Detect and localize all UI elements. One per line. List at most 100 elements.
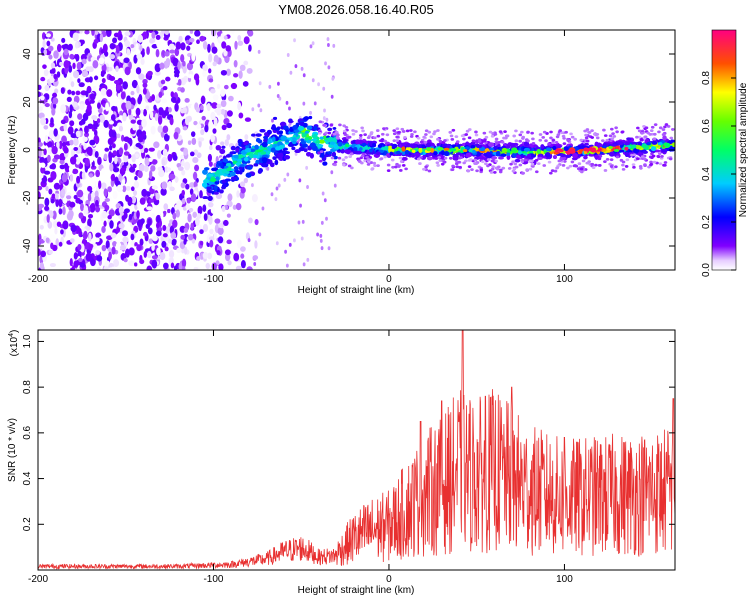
noise-speckle [115, 242, 122, 250]
ridge-cell [584, 142, 589, 146]
ridge-cell [514, 159, 521, 163]
ridge-halo [590, 162, 595, 166]
ridge-cell [211, 167, 217, 172]
noise-speckle [202, 40, 208, 50]
ridge-cell [291, 146, 296, 151]
ridge-cell [243, 141, 248, 145]
noise-speckle [38, 112, 45, 119]
noise-speckle [109, 163, 114, 172]
ridge-halo [569, 132, 573, 136]
ridge-halo [383, 139, 388, 143]
noise-speckle [207, 43, 211, 53]
noise-speckle [213, 231, 217, 240]
noise-speckle [189, 182, 196, 188]
ridge-halo [653, 123, 658, 127]
ridge-halo [429, 135, 434, 139]
ridge-cell [375, 151, 381, 155]
ridge-cell [337, 141, 343, 147]
noise-speckle [95, 249, 101, 255]
ridge-cell [372, 143, 377, 148]
colorbar-tick-label: 0.2 [701, 215, 712, 229]
ridge-halo [658, 126, 663, 130]
noise-speckle [174, 103, 179, 112]
ridge-halo [609, 165, 614, 168]
noise-speckle [288, 106, 291, 111]
noise-speckle [223, 84, 229, 90]
ridge-halo [551, 141, 555, 144]
noise-speckle [325, 216, 328, 221]
noise-speckle [266, 166, 270, 171]
noise-speckle [61, 37, 66, 43]
ridge-halo [500, 140, 505, 144]
ridge-halo [551, 138, 556, 142]
noise-speckle [66, 96, 72, 103]
noise-speckle [170, 91, 175, 98]
ridge-halo [369, 132, 374, 136]
noise-speckle [151, 259, 158, 269]
ridge-halo [317, 151, 321, 155]
noise-speckle [51, 145, 58, 155]
ridge-cell [364, 144, 368, 150]
ridge-cell [263, 138, 268, 143]
ridge-cell [207, 195, 213, 201]
ridge-halo [612, 134, 617, 138]
noise-speckle [163, 262, 169, 270]
noise-speckle [107, 214, 112, 220]
noise-speckle [198, 137, 205, 142]
noise-speckle [223, 117, 230, 125]
noise-speckle [163, 203, 169, 211]
noise-speckle [45, 33, 51, 38]
ridge-halo [467, 136, 472, 140]
ridge-cell [452, 156, 459, 161]
noise-speckle [331, 76, 335, 81]
noise-speckle [88, 76, 93, 83]
noise-speckle [162, 148, 168, 157]
noise-speckle [125, 100, 132, 110]
noise-speckle [40, 250, 47, 258]
ridge-cell [221, 145, 226, 149]
noise-speckle [123, 153, 129, 163]
ridge-cell [383, 145, 389, 151]
noise-speckle [208, 236, 215, 241]
noise-speckle [237, 40, 244, 46]
noise-speckle [220, 69, 228, 76]
ridge-halo [490, 134, 495, 138]
spectrogram-y-label: Frequency (Hz) [7, 116, 18, 185]
noise-speckle [275, 241, 279, 246]
noise-speckle [120, 58, 124, 63]
ridge-cell [427, 156, 433, 161]
ridge-halo [668, 157, 673, 161]
ridge-cell [618, 149, 625, 153]
noise-speckle [240, 186, 246, 194]
noise-speckle [183, 227, 189, 233]
y-tick-label: 0.2 [22, 517, 33, 531]
noise-speckle [143, 147, 149, 153]
ridge-halo [475, 169, 479, 173]
ridge-halo [397, 165, 401, 168]
ridge-cell [389, 151, 394, 156]
ridge-cell [253, 163, 259, 167]
noise-speckle [193, 120, 198, 126]
ridge-cell [315, 139, 320, 144]
noise-speckle [118, 125, 124, 132]
ridge-halo [514, 165, 519, 169]
noise-speckle [164, 51, 170, 57]
ridge-cell [506, 145, 511, 149]
noise-speckle [319, 233, 323, 238]
noise-speckle [93, 85, 97, 92]
ridge-cell [279, 130, 283, 135]
noise-speckle [293, 38, 296, 43]
noise-speckle [61, 67, 66, 75]
noise-speckle [167, 208, 171, 214]
noise-speckle [39, 174, 44, 179]
ridge-cell [608, 145, 614, 149]
ridge-cell [501, 147, 508, 153]
noise-speckle [84, 125, 89, 134]
noise-speckle [100, 87, 107, 96]
noise-speckle [121, 215, 126, 220]
noise-speckle [68, 165, 73, 173]
noise-speckle [61, 173, 68, 183]
ridge-halo [398, 156, 403, 160]
